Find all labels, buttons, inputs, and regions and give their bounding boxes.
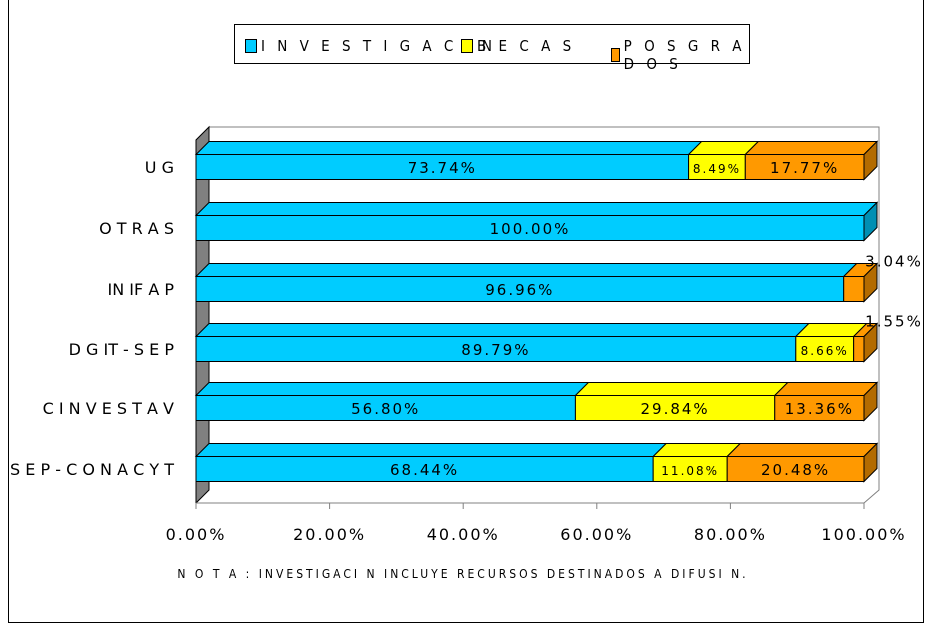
bar-top-becas-cinvestav bbox=[574, 382, 789, 396]
chart-note: N O T A : INVESTIGACI N INCLUYE RECURSOS… bbox=[177, 567, 749, 581]
bar-investigaci-n-cinvestav bbox=[195, 395, 576, 421]
bar-posgrados-sep-conacyt bbox=[726, 456, 865, 482]
bar-investigaci-n-ug bbox=[195, 154, 690, 180]
legend-label-investigacion: I N V E S T I G A C I N bbox=[261, 37, 496, 55]
bar-top-posgrados-ug bbox=[744, 141, 879, 155]
bar-investigaci-n-otras bbox=[195, 215, 865, 241]
bar-top-investigaci-n-sep-conacyt bbox=[194, 443, 668, 457]
chart-frame bbox=[8, 0, 924, 623]
legend-swatch-becas bbox=[461, 39, 473, 53]
category-label-ug: U G bbox=[145, 158, 174, 177]
bar-investigaci-n-sep-conacyt bbox=[195, 456, 654, 482]
x-tick-label-1: 20.00% bbox=[293, 525, 366, 544]
bar-becas-cinvestav bbox=[574, 395, 776, 421]
category-label-dgit-sep: D G IT - S E P bbox=[69, 340, 175, 359]
x-tick-label-5: 100.00% bbox=[821, 525, 906, 544]
data-label-investigaci-n-dgit-sep: 89.79% bbox=[461, 341, 530, 359]
bar-top-investigaci-n-dgit-sep bbox=[194, 323, 811, 337]
legend: I N V E S T I G A C I N B E C A S P O S … bbox=[234, 24, 750, 73]
x-tick-label-0: 0.00% bbox=[166, 525, 227, 544]
bar-becas-ug bbox=[688, 154, 746, 180]
bar-investigaci-n-inifap bbox=[195, 276, 845, 302]
x-tick-label-4: 80.00% bbox=[694, 525, 767, 544]
data-label-investigaci-n-sep-conacyt: 68.44% bbox=[390, 461, 459, 479]
bar-posgrados-inifap bbox=[843, 276, 865, 302]
legend-item-becas: B E C A S bbox=[461, 37, 575, 55]
bar-side-sep-conacyt bbox=[863, 442, 878, 483]
data-label-becas-dgit-sep: 8.66% bbox=[801, 344, 849, 358]
data-label-posgrados-sep-conacyt: 20.48% bbox=[761, 461, 830, 479]
data-label-posgrados-cinvestav: 13.36% bbox=[785, 400, 854, 418]
bar-side-otras bbox=[863, 201, 878, 242]
legend-item-posgrados: P O S G R A D O S bbox=[611, 37, 749, 73]
data-label-posgrados-dgit-sep: 1.55% bbox=[865, 313, 923, 331]
bar-side-ug bbox=[863, 140, 878, 181]
legend-swatch-posgrados bbox=[611, 48, 620, 62]
bar-posgrados-dgit-sep bbox=[853, 336, 865, 362]
legend-label-posgrados: P O S G R A D O S bbox=[623, 37, 746, 73]
legend-label-becas: B E C A S bbox=[477, 37, 576, 55]
bar-top-becas-sep-conacyt bbox=[651, 443, 742, 457]
bar-becas-sep-conacyt bbox=[652, 456, 728, 482]
bar-becas-dgit-sep bbox=[795, 336, 855, 362]
data-label-becas-ug: 8.49% bbox=[693, 162, 741, 176]
legend-swatch-investigacion bbox=[245, 39, 257, 53]
data-label-posgrados-inifap: 3.04% bbox=[865, 253, 923, 271]
data-label-investigaci-n-cinvestav: 56.80% bbox=[351, 400, 420, 418]
data-label-becas-sep-conacyt: 11.08% bbox=[661, 464, 719, 478]
bar-top-investigaci-n-cinvestav bbox=[194, 382, 590, 396]
bar-top-investigaci-n-inifap bbox=[194, 263, 858, 277]
category-label-cinvestav: C I N V E S T A V bbox=[43, 399, 174, 418]
bar-posgrados-ug bbox=[744, 154, 865, 180]
bar-investigaci-n-dgit-sep bbox=[195, 336, 797, 362]
category-label-otras: O T R A S bbox=[99, 219, 174, 238]
category-label-sep-conacyt: S E P - C O N A C Y T bbox=[10, 460, 174, 479]
data-label-investigaci-n-ug: 73.74% bbox=[408, 159, 477, 177]
bar-top-posgrados-sep-conacyt bbox=[725, 443, 879, 457]
bar-top-posgrados-cinvestav bbox=[773, 382, 879, 396]
data-label-investigaci-n-otras: 100.00% bbox=[490, 220, 571, 238]
data-label-investigaci-n-inifap: 96.96% bbox=[485, 281, 554, 299]
bar-side-dgit-sep bbox=[863, 322, 878, 363]
bar-side-cinvestav bbox=[863, 381, 878, 422]
category-label-inifap: IN IF A P bbox=[108, 280, 175, 299]
legend-item-investigacion: I N V E S T I G A C I N bbox=[245, 37, 496, 55]
x-tick-label-3: 60.00% bbox=[560, 525, 633, 544]
bar-top-investigaci-n-otras bbox=[194, 202, 879, 216]
data-label-posgrados-ug: 17.77% bbox=[770, 159, 839, 177]
x-tick-label-2: 40.00% bbox=[427, 525, 500, 544]
bar-side-inifap bbox=[863, 262, 878, 303]
data-label-becas-cinvestav: 29.84% bbox=[640, 400, 709, 418]
bar-top-investigaci-n-ug bbox=[194, 141, 703, 155]
bar-posgrados-cinvestav bbox=[774, 395, 865, 421]
